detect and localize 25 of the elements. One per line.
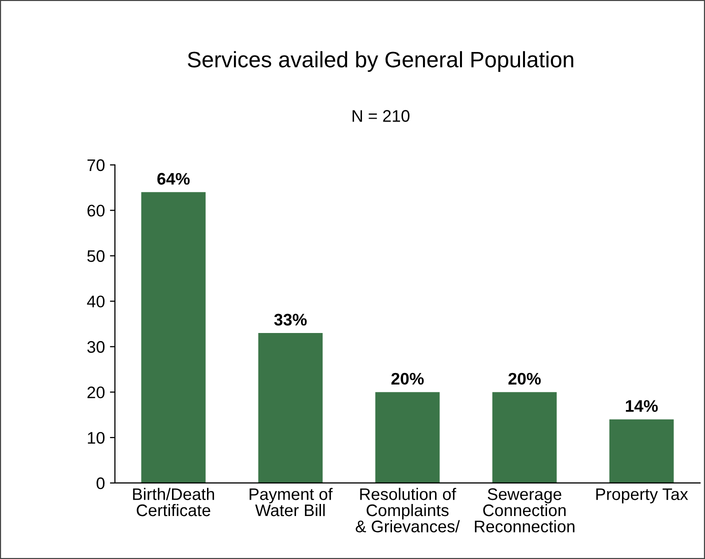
y-tick-label: 20 xyxy=(87,386,105,398)
y-tick-label: 10 xyxy=(88,432,105,444)
bar xyxy=(609,419,674,483)
chart-title: Services availed by General Population xyxy=(188,51,574,72)
y-tick-label: 30 xyxy=(87,341,105,353)
x-tick-label: Resolution of Complaints & Grievances/ xyxy=(356,488,460,532)
data-label: 14% xyxy=(626,400,658,412)
bar xyxy=(141,192,206,483)
x-tick-label: Property Tax xyxy=(596,488,688,504)
x-tick-label: Sewerage Connection Reconnection xyxy=(474,488,574,532)
y-tick-label: 40 xyxy=(87,296,105,308)
bar xyxy=(258,333,323,483)
data-label: 20% xyxy=(508,372,541,385)
bar xyxy=(492,392,557,483)
chart-subtitle: N = 210 xyxy=(352,110,410,122)
x-tick-label: Payment of Water Bill xyxy=(250,488,333,516)
y-tick-label: 60 xyxy=(88,204,105,217)
data-label: 64% xyxy=(157,172,190,185)
bar xyxy=(375,392,440,483)
x-tick-label: Birth/Death Certificate xyxy=(133,488,214,516)
y-tick-label: 50 xyxy=(87,250,105,262)
y-tick-label: 0 xyxy=(96,477,105,490)
y-tick-label: 70 xyxy=(88,159,105,172)
data-label: 20% xyxy=(391,372,424,385)
data-label: 33% xyxy=(274,314,307,326)
